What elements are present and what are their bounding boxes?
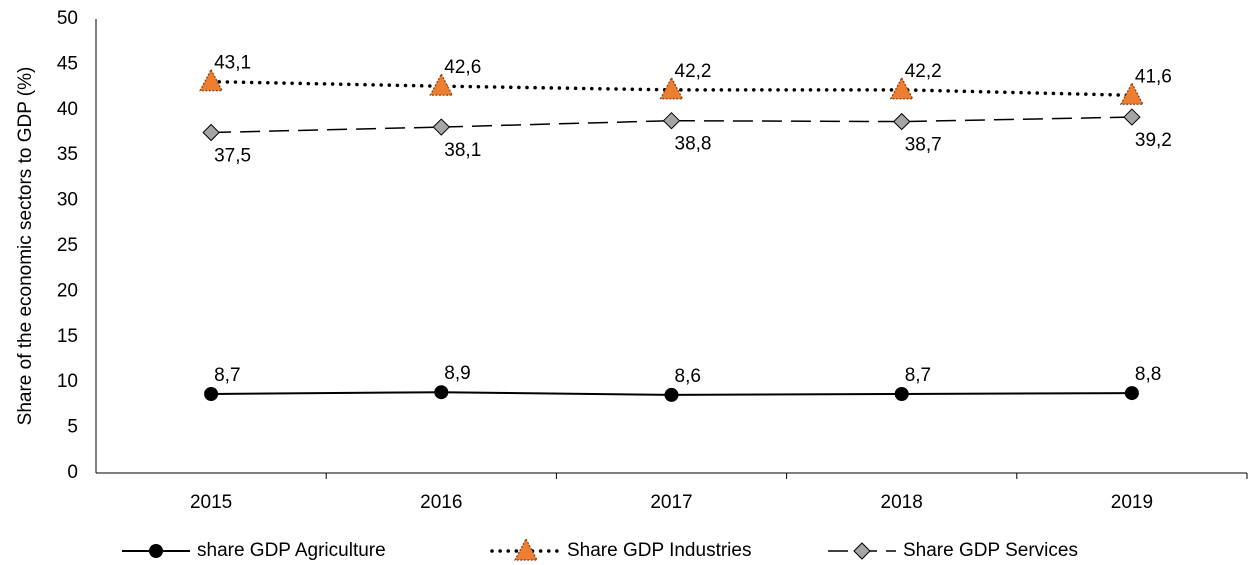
data-point — [894, 387, 909, 402]
y-tick-label: 15 — [57, 326, 78, 347]
x-tick-label: 2019 — [1111, 492, 1153, 513]
data-label: 38,7 — [905, 135, 942, 156]
y-tick-label: 40 — [57, 99, 78, 120]
data-point — [892, 112, 911, 131]
y-tick-label: 10 — [57, 371, 78, 392]
data-label: 8,6 — [675, 366, 701, 387]
data-point — [889, 76, 914, 100]
data-point — [432, 118, 451, 136]
data-label: 38,1 — [444, 140, 481, 161]
legend-marker — [149, 544, 163, 558]
y-axis-label: Share of the economic sectors to GDP (%) — [15, 67, 36, 426]
data-label: 37,5 — [214, 146, 251, 167]
data-label: 39,2 — [1135, 130, 1172, 151]
data-point — [202, 123, 220, 142]
data-label: 42,2 — [905, 61, 942, 82]
legend-marker — [853, 542, 871, 560]
data-point — [434, 385, 449, 400]
data-label: 8,7 — [905, 365, 931, 386]
y-tick-label: 45 — [57, 53, 78, 74]
data-label: 42,6 — [444, 57, 481, 78]
data-point — [1123, 108, 1141, 126]
y-tick-label: 35 — [57, 144, 78, 165]
data-point — [664, 387, 679, 402]
data-label: 8,9 — [444, 363, 470, 384]
legend-marker — [514, 537, 538, 561]
y-tick-label: 50 — [57, 8, 78, 29]
series-line — [211, 116, 1132, 134]
y-tick-label: 0 — [67, 462, 78, 483]
x-tick-label: 2017 — [650, 492, 692, 513]
y-tick-label: 25 — [57, 235, 78, 256]
data-label: 38,8 — [675, 134, 712, 155]
data-point — [659, 76, 684, 100]
data-point — [429, 72, 454, 96]
data-point — [199, 68, 224, 92]
data-point — [204, 387, 219, 402]
y-tick-label: 5 — [67, 417, 78, 438]
data-point — [1119, 81, 1144, 105]
y-tick-label: 20 — [57, 280, 78, 301]
data-label: 43,1 — [214, 53, 251, 74]
y-tick-label: 30 — [57, 190, 78, 211]
legend-label: Share GDP Services — [903, 540, 1078, 561]
legend-label: share GDP Agriculture — [197, 540, 386, 561]
x-tick-label: 2016 — [420, 492, 462, 513]
data-label: 41,6 — [1135, 66, 1172, 87]
legend-label: Share GDP Industries — [567, 540, 751, 561]
data-label: 8,7 — [214, 365, 240, 386]
x-tick-label: 2015 — [190, 492, 232, 513]
data-label: 8,8 — [1135, 364, 1161, 385]
data-label: 42,2 — [675, 61, 712, 82]
data-point — [1124, 386, 1139, 401]
x-tick-label: 2018 — [881, 492, 923, 513]
data-point — [662, 111, 681, 130]
